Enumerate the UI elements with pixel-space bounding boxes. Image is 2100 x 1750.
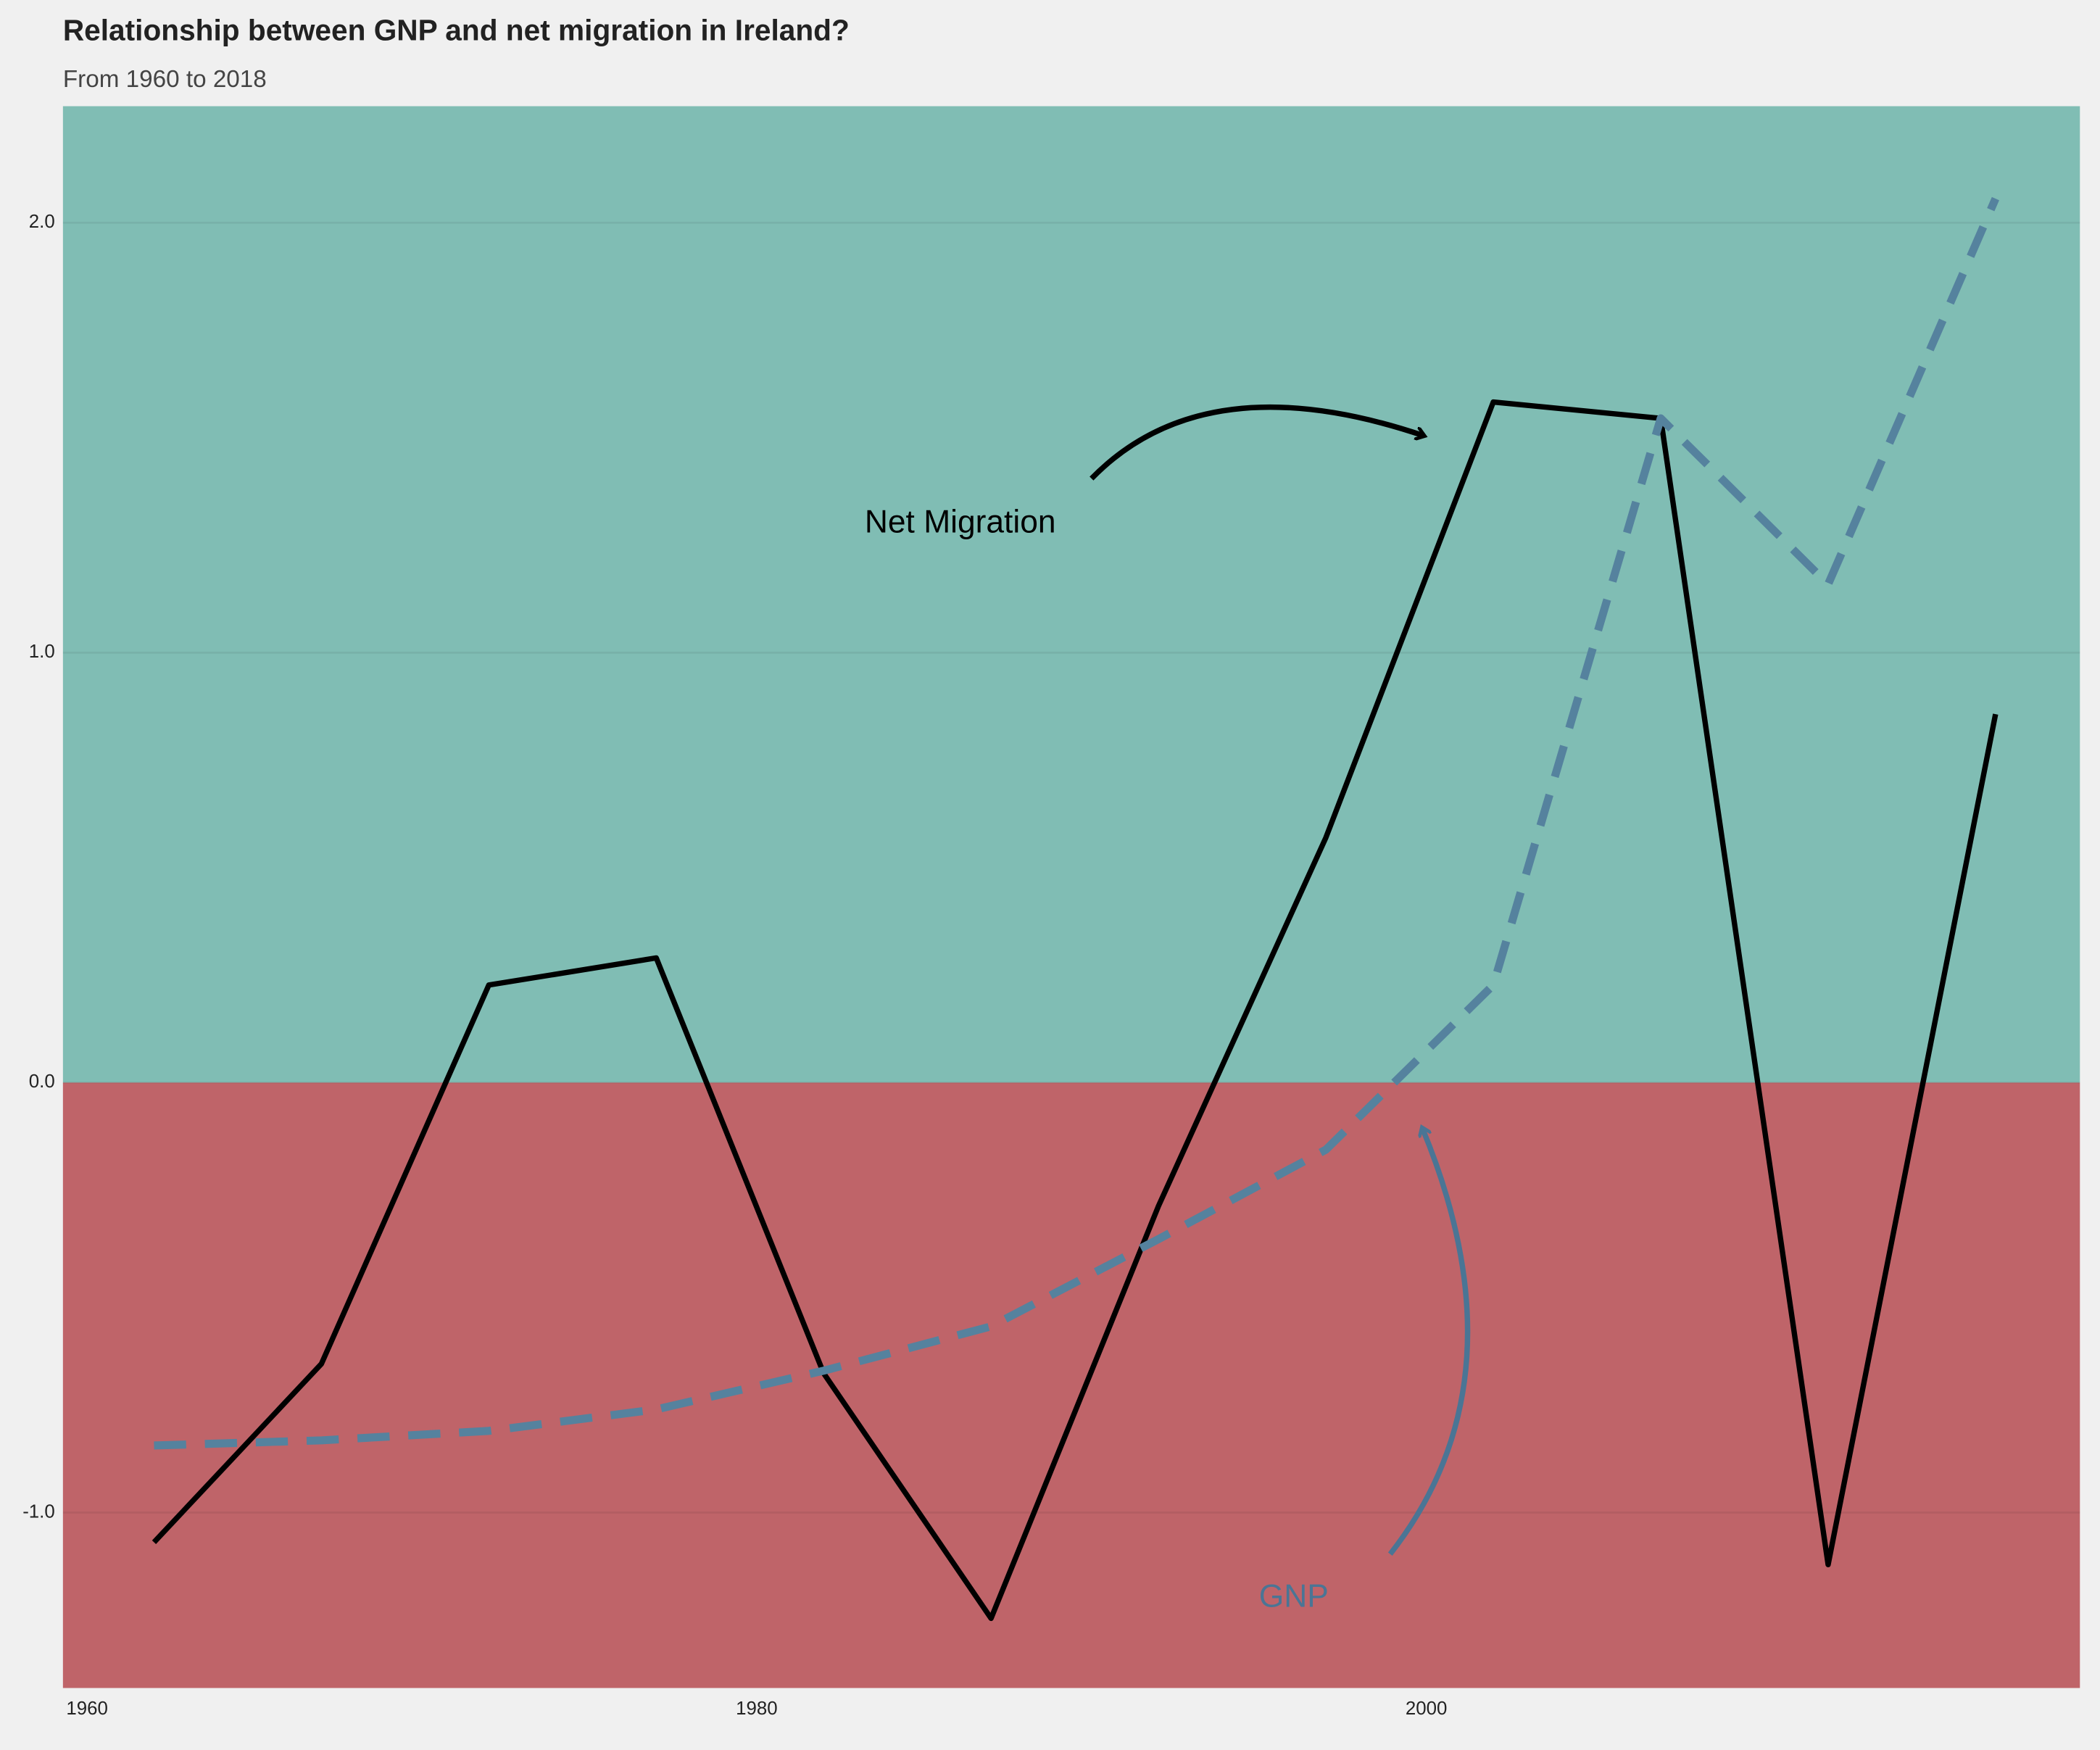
y-tick-label: 0.0 [29, 1071, 55, 1092]
y-tick-label: -1.0 [22, 1501, 55, 1522]
y-tick-label: 2.0 [29, 212, 55, 232]
annotation-arrow [1090, 404, 1424, 481]
chart-title: Relationship between GNP and net migrati… [63, 14, 850, 47]
annotation-arrow [1387, 1128, 1471, 1556]
y-tick-label: 1.0 [29, 642, 55, 662]
x-tick-label: 1980 [736, 1699, 778, 1719]
negative-band [62, 1082, 2080, 1688]
positive-band [62, 106, 2080, 1083]
series-line [152, 399, 1999, 1622]
annotation: GNP [1259, 1578, 1329, 1614]
x-tick-label: 1960 [66, 1699, 108, 1719]
annotation: Net Migration [865, 505, 1056, 540]
x-tick-label: 2000 [1406, 1699, 1448, 1719]
chart-subtitle: From 1960 to 2018 [63, 66, 267, 93]
series-line [154, 196, 1999, 1450]
plot-area [62, 106, 2080, 1688]
